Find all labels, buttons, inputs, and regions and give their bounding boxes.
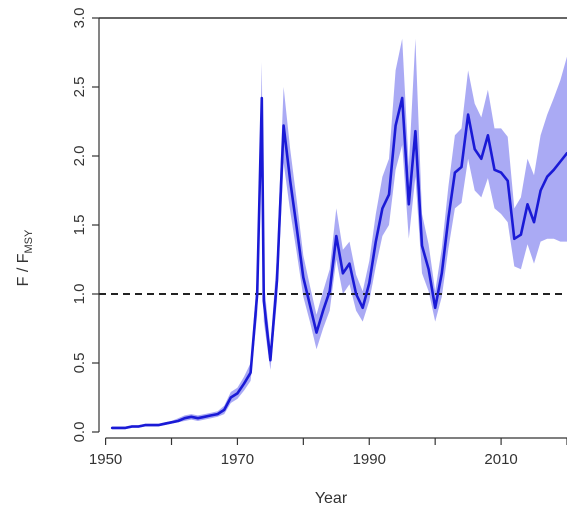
y-tick-label: 0.5 [71, 353, 88, 374]
x-tick-label: 1950 [89, 451, 122, 468]
y-axis-title-subscript: MSY [23, 229, 35, 254]
axes: 0.0 0.5 1.0 1.5 2.0 2.5 3.0 1950 1970 1990 2010 [71, 8, 567, 468]
svg-text:F / FMSY: F / FMSY [15, 229, 35, 286]
y-axis-title: F / FMSY [15, 229, 35, 286]
x-tick-label: 1990 [353, 451, 386, 468]
x-axis-title: Year [315, 490, 348, 507]
y-tick-label: 3.0 [71, 8, 88, 29]
y-axis-title-main: F / F [15, 253, 32, 286]
y-tick-label: 1.0 [71, 284, 88, 305]
x-tick-label: 1970 [221, 451, 254, 468]
x-tick-label: 2010 [484, 451, 517, 468]
y-tick-label: 2.5 [71, 77, 88, 98]
y-tick-label: 0.0 [71, 422, 88, 443]
series-line [110, 96, 567, 430]
plot-area [99, 38, 567, 430]
y-tick-label: 2.0 [71, 146, 88, 167]
y-tick-label: 1.5 [71, 215, 88, 236]
confidence-band [112, 38, 567, 430]
